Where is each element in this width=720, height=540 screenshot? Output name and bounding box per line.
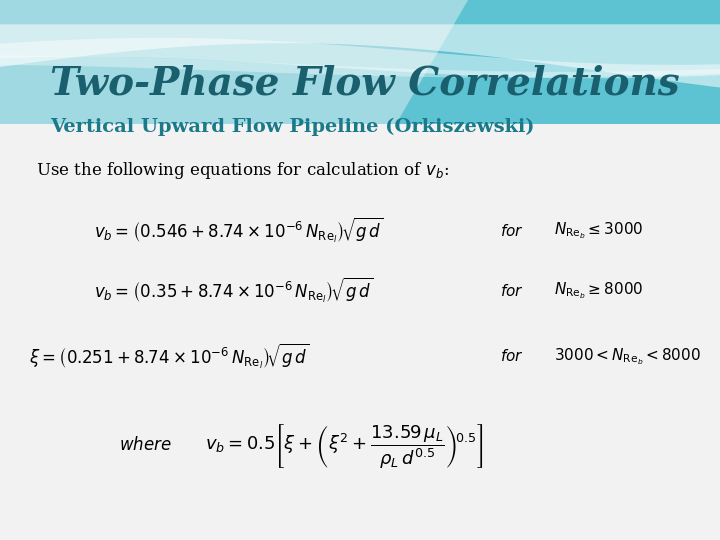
Text: $N_{\mathrm{Re}_b} \geq 8000$: $N_{\mathrm{Re}_b} \geq 8000$ <box>554 280 644 301</box>
Text: $\xi = \left(0.251 + 8.74\times 10^{-6}\, N_{\mathrm{Re}_l}\right)\!\sqrt{g\,d}$: $\xi = \left(0.251 + 8.74\times 10^{-6}\… <box>29 342 309 371</box>
Polygon shape <box>396 0 720 124</box>
Text: Vertical Upward Flow Pipeline (Orkiszewski): Vertical Upward Flow Pipeline (Orkiszews… <box>50 118 535 136</box>
Text: $\mathit{where}$: $\mathit{where}$ <box>119 436 171 455</box>
Polygon shape <box>0 0 720 124</box>
Text: $3000 < N_{\mathrm{Re}_b} < 8000$: $3000 < N_{\mathrm{Re}_b} < 8000$ <box>554 346 701 367</box>
Text: $\mathit{for}$: $\mathit{for}$ <box>500 282 524 299</box>
Text: Two-Phase Flow Correlations: Two-Phase Flow Correlations <box>50 65 680 103</box>
Polygon shape <box>0 38 720 78</box>
Polygon shape <box>0 56 720 78</box>
Text: $N_{\mathrm{Re}_b} \leq 3000$: $N_{\mathrm{Re}_b} \leq 3000$ <box>554 220 644 241</box>
Text: $\mathit{for}$: $\mathit{for}$ <box>500 222 524 239</box>
Text: $v_b = 0.5\left[\xi + \left(\xi^2 + \dfrac{13.59\,\mu_L}{\rho_L\, d^{0.5}}\right: $v_b = 0.5\left[\xi + \left(\xi^2 + \dfr… <box>205 422 484 469</box>
Text: $v_b = \left(0.546 + 8.74\times 10^{-6}\, N_{\mathrm{Re}_l}\right)\!\sqrt{g\,d}$: $v_b = \left(0.546 + 8.74\times 10^{-6}\… <box>94 216 383 245</box>
Text: $v_b = \left(0.35 + 8.74\times 10^{-6}\, N_{\mathrm{Re}_l}\right)\!\sqrt{g\,d}$: $v_b = \left(0.35 + 8.74\times 10^{-6}\,… <box>94 276 373 305</box>
Text: Use the following equations for calculation of $v_b$:: Use the following equations for calculat… <box>36 160 449 180</box>
Text: $\mathit{for}$: $\mathit{for}$ <box>500 348 524 364</box>
Polygon shape <box>0 24 720 87</box>
